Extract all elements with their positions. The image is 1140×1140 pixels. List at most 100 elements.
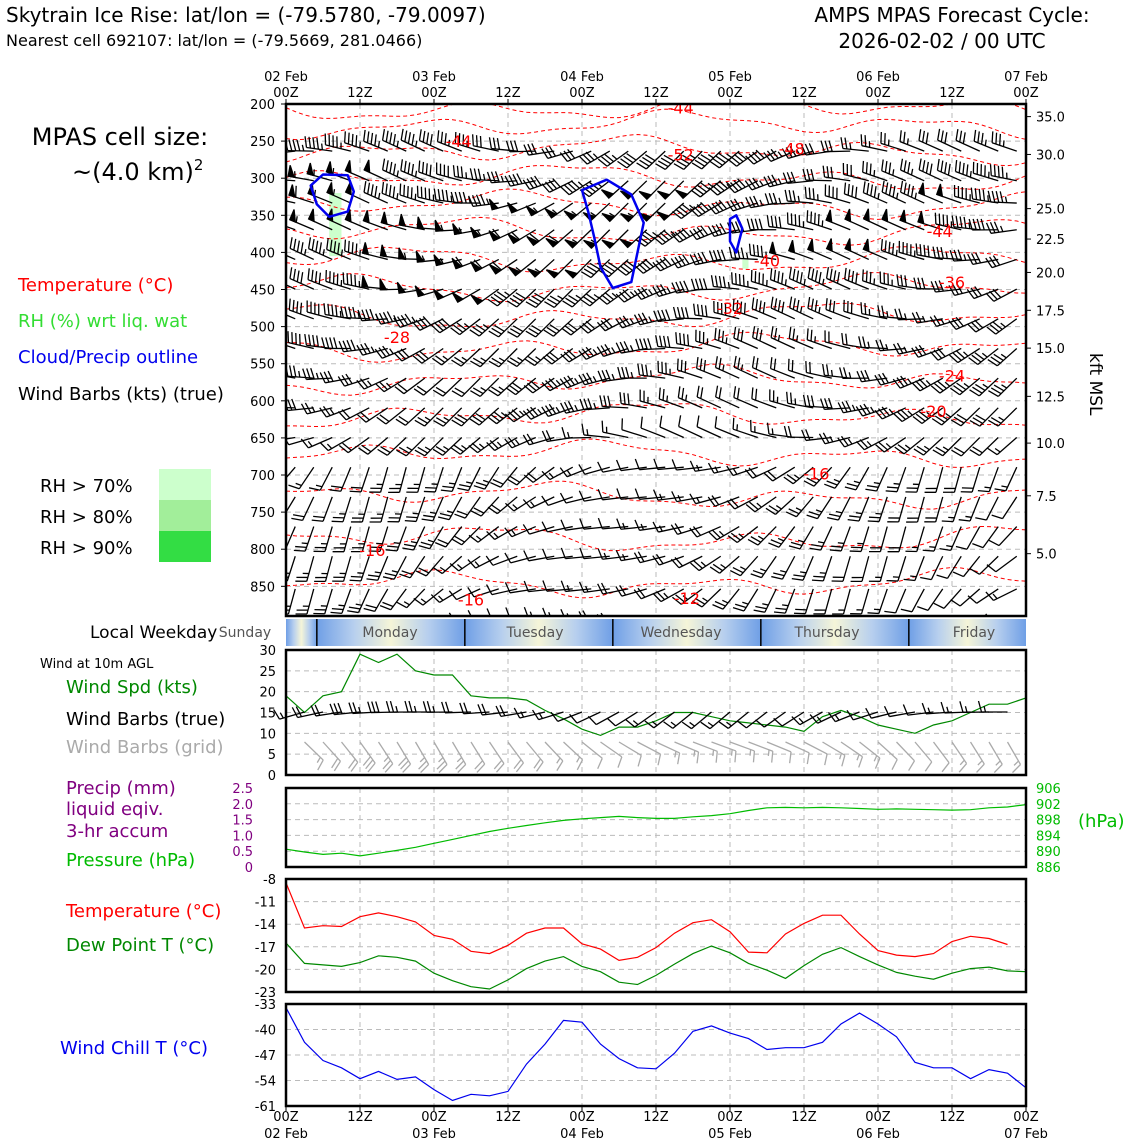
wind-barb — [824, 184, 851, 204]
wind-barb — [600, 741, 623, 768]
wind-barb — [578, 464, 610, 475]
wind-barb — [375, 311, 407, 325]
wind-barb — [286, 344, 296, 350]
wind-barb — [987, 190, 1017, 204]
wind-barb — [874, 372, 906, 386]
windchill-line — [285, 1007, 1027, 1102]
wind-barb — [884, 588, 907, 614]
wind-barbs-true-label: Wind Barbs (true) — [66, 709, 225, 730]
wind-barb — [726, 178, 759, 194]
wind-barb — [288, 466, 315, 490]
wind-barb — [763, 466, 796, 482]
wind-barb — [525, 318, 555, 338]
temperature-contour-label: -44 — [668, 99, 694, 118]
wind-barb — [402, 526, 426, 551]
precip-tick: 0 — [245, 861, 253, 876]
wind-barb — [689, 493, 721, 505]
wind-barb — [804, 186, 832, 204]
wind-barb — [975, 496, 999, 521]
wind-barb — [972, 161, 999, 182]
wind-barb — [736, 711, 768, 729]
wind-barb — [678, 415, 703, 439]
wind-barb — [338, 436, 370, 454]
wind-barb — [689, 225, 721, 241]
y-tick: 30 — [259, 644, 276, 659]
pressure-tick: 800 — [250, 543, 275, 558]
wind-barb — [939, 526, 962, 551]
wind-barb — [381, 181, 407, 204]
wind-barb — [968, 347, 999, 365]
wind-barb — [881, 180, 907, 204]
wind-barb — [950, 377, 981, 396]
wind-barb — [506, 348, 537, 367]
legend-cloud: Cloud/Precip outline — [18, 347, 198, 368]
wind-barb — [787, 240, 814, 261]
wind-barb — [768, 526, 796, 548]
weekday-name: Monday — [362, 625, 417, 641]
wind-barb — [880, 239, 906, 261]
wind-barb — [844, 208, 870, 231]
wind-barb — [850, 556, 870, 583]
weekday-label: Local Weekday — [90, 623, 217, 643]
wind-barb — [344, 181, 370, 204]
wind-barb — [287, 165, 314, 182]
wind-barb — [286, 526, 296, 550]
wind-barb — [433, 741, 448, 774]
wind-barb — [933, 588, 962, 609]
wind-barb — [561, 426, 592, 439]
wind-barb — [671, 588, 703, 605]
wind-barb — [987, 437, 1018, 456]
wind-barb — [986, 555, 1018, 573]
wind-barb — [695, 329, 721, 350]
wind-barb — [985, 221, 1017, 234]
temperature-contour-label: -28 — [384, 328, 410, 347]
weekday-cell — [316, 619, 465, 646]
wind-barb — [505, 607, 536, 616]
wind-barb — [560, 547, 592, 560]
wind-barb — [713, 300, 740, 320]
wind-barb — [287, 331, 314, 350]
wind-barb — [930, 280, 962, 293]
wind-barb — [546, 258, 574, 279]
wind-barb — [658, 387, 684, 409]
wind-barb — [827, 496, 851, 521]
wind-barb — [414, 437, 444, 457]
wind-barb — [674, 741, 700, 764]
wind-barb — [432, 288, 463, 301]
wind-barb — [913, 437, 944, 456]
wind-barb — [670, 555, 703, 569]
wind-barb — [675, 180, 703, 200]
wind-barb — [396, 437, 426, 457]
wind-barb — [559, 466, 592, 478]
wind-barb — [326, 182, 352, 204]
wind-barb — [495, 705, 527, 718]
wind-barb — [387, 496, 407, 523]
wind-barb — [691, 150, 722, 170]
wind-barb — [811, 556, 833, 582]
wind-barb — [289, 237, 315, 261]
wind-barb — [470, 741, 486, 773]
wind-barb — [700, 711, 731, 730]
wind-barb — [286, 496, 296, 514]
wind-barb — [847, 496, 870, 522]
wind-barb — [657, 180, 685, 200]
wind-barb — [357, 407, 389, 423]
wind-barb — [451, 526, 481, 546]
wind-barb — [411, 315, 444, 331]
wind-barb — [696, 415, 722, 439]
wind-barb — [637, 741, 662, 766]
cloud-outline — [309, 173, 356, 219]
weekday-name: Friday — [953, 625, 995, 641]
wind-barb — [770, 296, 796, 320]
wind-barb — [488, 198, 518, 211]
bottom-hour-label: 12Z — [939, 1110, 965, 1125]
wind-barb — [676, 358, 703, 379]
height-tick: 30.0 — [1036, 148, 1065, 163]
y-tick: 5 — [268, 748, 276, 763]
wind-barb — [744, 177, 777, 191]
wind-barb — [934, 212, 962, 231]
wind-barb — [361, 242, 388, 261]
wind-barb — [322, 741, 342, 772]
wind-barb — [879, 271, 906, 290]
